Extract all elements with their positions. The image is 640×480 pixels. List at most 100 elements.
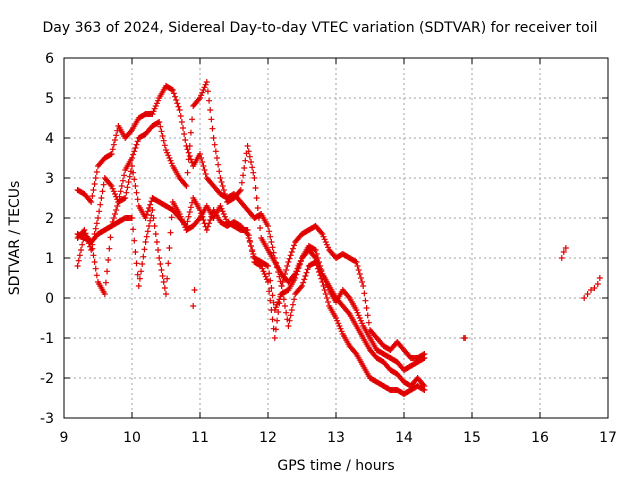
data-point: [266, 270, 273, 277]
data-point: [252, 185, 259, 191]
data-point: [345, 293, 352, 300]
data-point: [269, 244, 276, 251]
data-point: [139, 261, 146, 267]
data-point: [161, 142, 168, 149]
y-tick-label: 3: [45, 171, 54, 187]
data-point: [352, 349, 359, 356]
data-point: [155, 97, 162, 104]
data-point: [177, 113, 184, 119]
data-point: [88, 239, 95, 245]
data-point: [218, 205, 225, 212]
data-point: [345, 309, 352, 316]
data-point: [207, 217, 214, 223]
data-point: [322, 239, 329, 245]
data-point: [195, 216, 202, 223]
x-tick-label: 9: [60, 430, 69, 446]
x-tick-label: 10: [123, 430, 141, 446]
data-point: [236, 188, 243, 195]
data-point: [184, 218, 191, 225]
data-point: [265, 263, 271, 269]
data-point: [172, 93, 179, 100]
data-point: [338, 328, 345, 335]
data-point: [325, 299, 332, 305]
data-point: [254, 205, 261, 211]
data-point: [302, 273, 309, 279]
data-point: [357, 317, 364, 324]
data-point: [138, 268, 145, 275]
data-point: [210, 135, 217, 141]
data-point: [217, 175, 224, 181]
data-point: [558, 255, 565, 261]
data-point: [203, 227, 210, 233]
data-point: [259, 265, 266, 272]
data-point: [80, 236, 87, 243]
data-point: [354, 309, 361, 316]
x-axis-label: GPS time / hours: [277, 458, 394, 474]
data-point: [420, 386, 427, 393]
data-point: [132, 183, 139, 189]
data-point: [336, 323, 343, 329]
data-point: [152, 103, 159, 109]
data-point: [183, 183, 190, 189]
data-point: [289, 245, 296, 252]
data-point: [279, 289, 286, 296]
data-point: [269, 292, 276, 299]
data-point: [166, 155, 173, 161]
data-point: [126, 173, 133, 180]
data-point: [144, 208, 151, 215]
data-point: [158, 267, 165, 273]
data-point: [323, 241, 330, 248]
data-point: [114, 203, 121, 209]
data-point: [197, 151, 203, 157]
data-point: [246, 153, 253, 160]
data-point: [421, 387, 428, 393]
y-tick-label: 4: [45, 131, 54, 147]
data-point: [182, 181, 189, 188]
data-point: [132, 249, 139, 255]
data-point: [295, 265, 302, 271]
data-point: [143, 211, 150, 218]
data-point: [253, 195, 260, 201]
data-point: [206, 97, 213, 104]
data-point: [221, 191, 228, 197]
data-point: [200, 87, 207, 93]
data-point: [223, 195, 230, 201]
data-point: [278, 283, 285, 289]
data-point: [268, 307, 275, 313]
data-point: [147, 201, 154, 208]
y-tick-label: 5: [45, 91, 54, 107]
data-point: [167, 157, 174, 164]
data-point: [300, 279, 307, 286]
data-point: [149, 111, 156, 117]
data-point: [92, 265, 99, 272]
data-point: [156, 255, 163, 261]
data-point: [121, 195, 128, 202]
data-point: [364, 312, 371, 319]
data-point: [291, 296, 298, 303]
data-point: [107, 151, 114, 158]
data-point: [140, 253, 147, 260]
data-point: [107, 181, 114, 188]
data-point: [113, 193, 120, 200]
data-point: [147, 217, 154, 224]
x-tick-label: 11: [191, 430, 209, 446]
data-point: [131, 148, 138, 155]
data-point: [318, 275, 325, 282]
data-point: [214, 155, 220, 161]
data-point: [88, 199, 95, 205]
data-point: [248, 243, 254, 249]
data-point: [283, 267, 290, 273]
data-point: [270, 299, 277, 306]
data-point: [289, 301, 296, 308]
y-tick-label: -3: [40, 411, 54, 427]
data-point: [285, 259, 292, 265]
data-point: [143, 233, 150, 240]
data-point: [286, 317, 293, 324]
data-point: [240, 172, 247, 179]
data-point: [248, 159, 254, 165]
data-point: [75, 257, 82, 264]
data-point: [99, 188, 106, 195]
data-point: [299, 283, 305, 289]
data-point: [88, 247, 95, 253]
